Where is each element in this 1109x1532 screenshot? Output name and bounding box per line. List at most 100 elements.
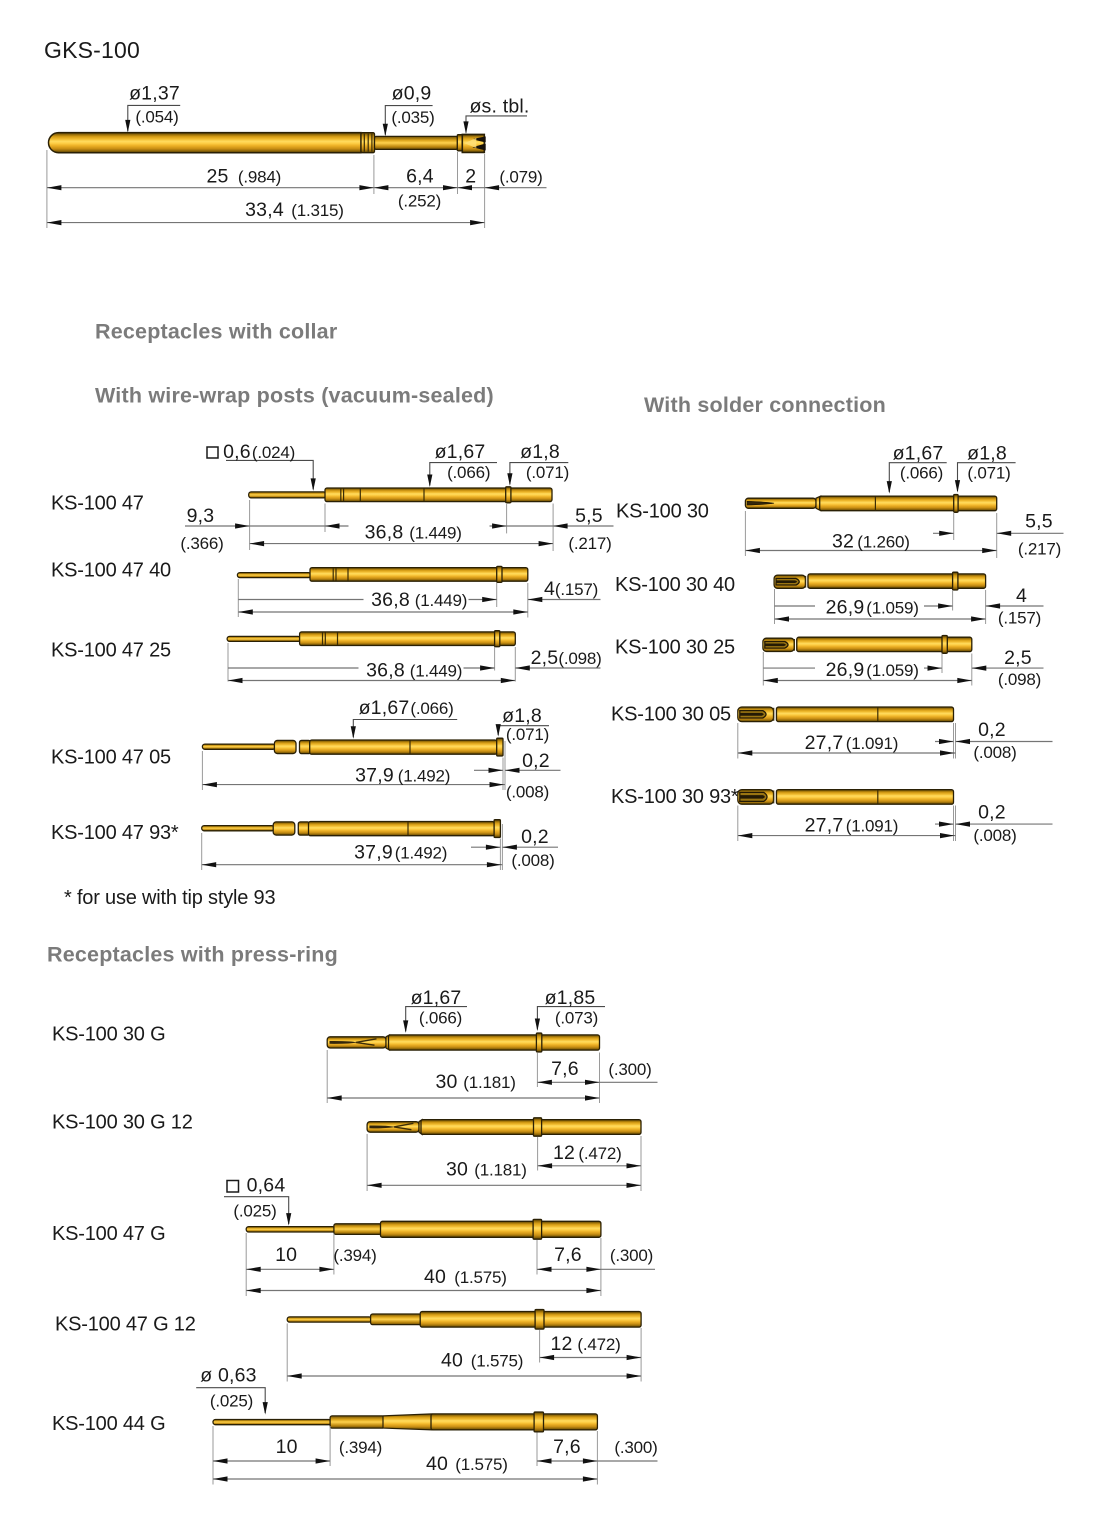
gks-arrow: [359, 185, 374, 191]
ks10030g-arrow: [327, 1095, 342, 1101]
ks1003040-ring: [951, 571, 959, 591]
ks1003040-arrow: [938, 603, 953, 609]
ks1003040-barrel: [807, 573, 987, 589]
ks10030g12-arrow: [367, 1182, 382, 1188]
ks10047g12-arrow: [626, 1373, 642, 1379]
ks10030-dim-dia1-in: (.066): [900, 464, 943, 483]
row-ks10047g-label: KS-100 47 G: [52, 1223, 165, 1245]
ks1004740-arrow: [238, 609, 253, 615]
ks1003025-arrow: [971, 665, 987, 671]
ks1004793-arrow: [485, 844, 501, 850]
ks1003040-dim-len-in: (1.059): [866, 598, 918, 617]
ks1004725-arrow: [480, 665, 495, 671]
ks10047-dim-dia2-mm: ø1,8: [520, 441, 560, 463]
ks10030-dim-len-in: (1.260): [857, 533, 909, 552]
row-ks10030g-label: KS-100 30 G: [52, 1024, 165, 1046]
footnote: * for use with tip style 93: [64, 887, 275, 909]
ks10047g-arrow: [246, 1287, 261, 1294]
gks-crown-tip-cone: [464, 138, 477, 148]
ks10044g-arrow: [213, 1458, 228, 1464]
ks1003040-dim-len-mm: 26,9: [826, 596, 865, 618]
ks1004705-arrow: [488, 767, 503, 773]
ks10030-dim-dia2-in: (.071): [967, 464, 1010, 483]
heading-wirewrap: With wire-wrap posts (vacuum-sealed): [95, 384, 494, 408]
ks10030-arrow: [982, 547, 997, 554]
gks-lead-arrow: [463, 121, 469, 134]
ks1003025-slot-core: [764, 643, 786, 647]
ks10030g-dim-len-mm: 30: [435, 1071, 457, 1093]
ks10047g-dim-end-mm: 7,6: [554, 1244, 582, 1266]
ks1004740-post: [236, 571, 312, 579]
ks1003040-arrow: [971, 616, 986, 622]
row-ks10047-label: KS-100 47: [51, 493, 144, 515]
ks1004705-dim-len-mm: 37,9: [355, 764, 394, 786]
gks-dim-dia-barrel-in: (.054): [135, 108, 178, 127]
ks10030g12-arrow: [537, 1163, 553, 1169]
ks10044g-dim-end-in: (.300): [614, 1438, 657, 1457]
gks-dim-len-barrel-mm: 25: [206, 166, 228, 188]
gks-dim-len-tip-mm: 2: [465, 166, 476, 188]
ks10047g-sleeve: [333, 1223, 383, 1236]
ks10047g12-arrow: [539, 1354, 555, 1361]
ks10047g12-dim-len-mm: 40: [441, 1350, 463, 1372]
row-ks1003005-label: KS-100 30 05: [611, 704, 731, 726]
ks10047g-dim-end-in: (.300): [610, 1246, 653, 1265]
ks1004705-dim-dia1-mm: ø1,67: [359, 697, 410, 719]
gks-barrel: [47, 131, 362, 154]
drawing-shapes: [46, 104, 1064, 1485]
ks1003040-arrow: [985, 603, 1001, 609]
ks10030g12-slot: [393, 1122, 414, 1131]
ks1003093-arrow: [940, 833, 955, 839]
ks10047-arrow: [249, 541, 265, 547]
ks10047g12-sleeve: [369, 1313, 422, 1326]
ks10047g-ring: [532, 1218, 543, 1240]
ks1004740-dim-end-in: (.157): [555, 580, 598, 599]
gks-dim-len-barrel-in: (.984): [238, 168, 281, 187]
gks-arrow: [46, 185, 62, 191]
gks-crown-tip-notch: [472, 143, 486, 151]
ks10047g12-post: [286, 1316, 373, 1323]
row-ks10044g-label: KS-100 44 G: [52, 1413, 165, 1435]
gks-dim-len-tip-in: (.079): [499, 168, 542, 187]
ks1004793-arrow: [201, 862, 217, 868]
ks1003093-arrow: [939, 821, 954, 827]
ks1003025-dim-end-mm: 2,5: [1004, 647, 1032, 669]
gks-part-label: GKS-100: [44, 37, 140, 63]
ks1003025-arrow: [763, 677, 778, 684]
ks1004793-bump: [297, 821, 311, 836]
ks10047g12-arrow: [287, 1373, 302, 1379]
row-ks1003025-label: KS-100 30 25: [615, 637, 735, 659]
ks10030g-dim-end-mm: 7,6: [551, 1058, 579, 1080]
ks10030g12-arrow: [626, 1182, 641, 1188]
ks10030g-slot: [355, 1038, 377, 1046]
ks10044g-arrow: [582, 1476, 598, 1482]
ks1004725-arrow: [515, 665, 530, 671]
ks10047-lead-arrow: [507, 473, 513, 486]
ks1003005-arrow: [955, 738, 970, 745]
ks10047-post: [248, 491, 327, 499]
ks10044g-arrow: [315, 1458, 331, 1464]
ks10047-arrow: [235, 523, 250, 529]
gks-dim-total-in: (1.315): [291, 201, 343, 220]
ks10047-dim-dia1-mm: ø1,67: [435, 441, 486, 463]
ks10047g12-ring: [534, 1308, 545, 1330]
ks1004705-arrow: [489, 782, 504, 788]
ks10030g-ring: [535, 1032, 543, 1053]
gks-dim-dia-plunger-mm: ø0,9: [392, 83, 432, 105]
ks10047-dim-len-mm: 36,8: [365, 521, 404, 543]
ks10044g-dim-len-in: (1.575): [455, 1455, 507, 1474]
ks1003025-dim-end-in: (.098): [998, 670, 1041, 689]
ks1003093-slot-core: [739, 795, 765, 799]
ks10030g12-dim-end-in: (.472): [578, 1144, 621, 1163]
ks1004740-dim-len-mm: 36,8: [371, 589, 410, 611]
ks10047g-square-symbol: [226, 1179, 240, 1193]
ks1003025-arrow: [957, 677, 972, 684]
ks1004793-dim-len-mm: 37,9: [354, 842, 393, 864]
ks10047-dim-end-in: (.217): [568, 534, 611, 553]
ks10047-dim-sq-in: (.024): [252, 443, 295, 462]
ks10030-lead-arrow: [954, 480, 961, 493]
ks10047g-dim-post-in: (.394): [333, 1246, 376, 1265]
ks1003093-dim-len-mm: 27,7: [805, 815, 844, 837]
ks10044g-ring: [533, 1411, 545, 1433]
